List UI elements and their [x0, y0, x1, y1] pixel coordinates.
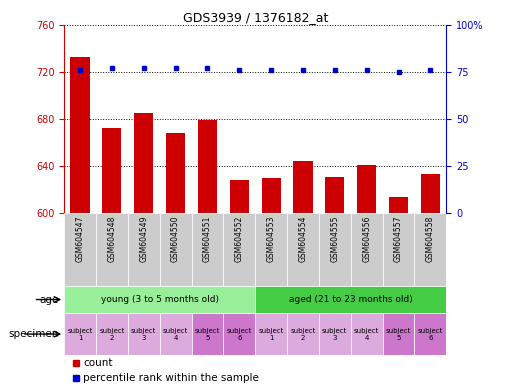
Bar	[166, 133, 185, 384]
Bar	[383, 213, 415, 286]
Text: age: age	[39, 295, 58, 305]
Bar	[325, 177, 344, 384]
Bar	[287, 213, 319, 286]
Text: subject
2: subject 2	[290, 328, 315, 341]
Bar	[128, 213, 160, 286]
Bar	[223, 213, 255, 286]
Bar	[389, 197, 408, 384]
Bar	[198, 120, 217, 384]
Bar	[255, 286, 446, 313]
Text: GSM604548: GSM604548	[107, 215, 116, 262]
Bar	[255, 213, 287, 286]
Bar	[134, 113, 153, 384]
Text: specimen: specimen	[8, 329, 58, 339]
Bar	[255, 313, 287, 355]
Text: subject
1: subject 1	[259, 328, 284, 341]
Bar	[230, 180, 249, 384]
Bar	[383, 313, 415, 355]
Text: subject
2: subject 2	[99, 328, 125, 341]
Bar	[351, 213, 383, 286]
Bar	[64, 313, 96, 355]
Text: subject
5: subject 5	[386, 328, 411, 341]
Text: GSM604558: GSM604558	[426, 215, 435, 262]
Text: GSM604552: GSM604552	[235, 215, 244, 262]
Text: aged (21 to 23 months old): aged (21 to 23 months old)	[289, 295, 412, 304]
Text: GSM604547: GSM604547	[75, 215, 85, 262]
Text: GSM604555: GSM604555	[330, 215, 339, 262]
Bar	[319, 213, 351, 286]
Bar	[415, 313, 446, 355]
Bar	[128, 313, 160, 355]
Bar	[160, 213, 191, 286]
Text: GSM604554: GSM604554	[299, 215, 307, 262]
Text: subject
6: subject 6	[418, 328, 443, 341]
Text: subject
6: subject 6	[227, 328, 252, 341]
Text: GSM604553: GSM604553	[267, 215, 275, 262]
Bar	[191, 213, 223, 286]
Text: GSM604551: GSM604551	[203, 215, 212, 262]
Text: subject
5: subject 5	[195, 328, 220, 341]
Bar	[64, 213, 96, 286]
Bar	[262, 178, 281, 384]
Bar	[160, 313, 191, 355]
Bar	[64, 286, 255, 313]
Text: subject
3: subject 3	[322, 328, 347, 341]
Text: GSM604549: GSM604549	[139, 215, 148, 262]
Bar	[191, 313, 223, 355]
Bar	[293, 161, 312, 384]
Bar	[319, 313, 351, 355]
Bar	[70, 57, 90, 384]
Text: subject
4: subject 4	[163, 328, 188, 341]
Text: subject
4: subject 4	[354, 328, 380, 341]
Bar	[357, 165, 376, 384]
Bar	[96, 213, 128, 286]
Bar	[421, 174, 440, 384]
Bar	[102, 128, 122, 384]
Bar	[351, 313, 383, 355]
Bar	[287, 313, 319, 355]
Text: percentile rank within the sample: percentile rank within the sample	[83, 372, 259, 383]
Text: subject
1: subject 1	[67, 328, 93, 341]
Text: GSM604550: GSM604550	[171, 215, 180, 262]
Bar	[223, 313, 255, 355]
Text: subject
3: subject 3	[131, 328, 156, 341]
Text: young (3 to 5 months old): young (3 to 5 months old)	[101, 295, 219, 304]
Text: GSM604556: GSM604556	[362, 215, 371, 262]
Title: GDS3939 / 1376182_at: GDS3939 / 1376182_at	[183, 11, 328, 24]
Bar	[96, 313, 128, 355]
Text: GSM604557: GSM604557	[394, 215, 403, 262]
Bar	[415, 213, 446, 286]
Text: count: count	[83, 358, 113, 368]
